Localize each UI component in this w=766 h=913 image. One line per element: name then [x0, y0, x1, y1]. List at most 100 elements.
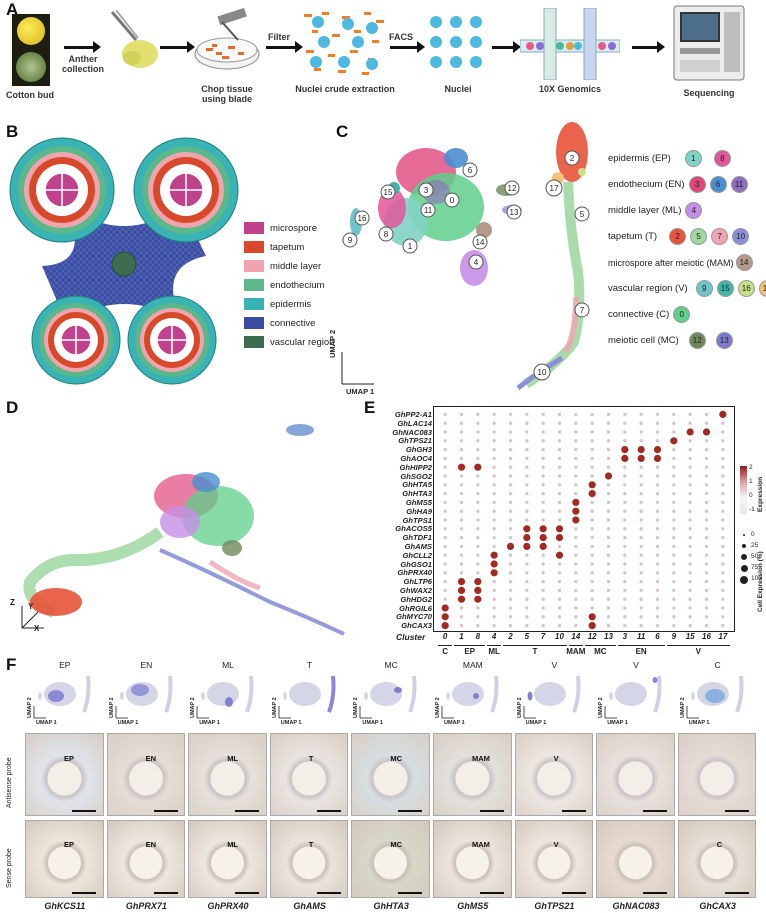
- dot-mark: [508, 465, 513, 469]
- dot-mark: [704, 509, 709, 513]
- dot-mark: [623, 518, 627, 522]
- dot-mark: [704, 544, 709, 549]
- size-legend: 0 25 50 75 100: [740, 531, 765, 598]
- dot-mark: [541, 439, 545, 443]
- dot-mark: [557, 474, 562, 478]
- dot-mark: [639, 474, 643, 478]
- dot-mark: [702, 428, 711, 436]
- umap-label-11: 11: [420, 202, 436, 218]
- dot-mark: [508, 588, 513, 593]
- dot-mark: [606, 597, 611, 601]
- scale-bar: [153, 892, 178, 894]
- cluster-tick: 0: [442, 632, 448, 641]
- dot-mark: [672, 509, 676, 513]
- f-gene-label: GhHTA3: [373, 901, 409, 911]
- dot-mark: [459, 535, 464, 540]
- dot-mark: [459, 518, 464, 522]
- dot-mark: [459, 553, 464, 557]
- dot-mark: [655, 535, 660, 540]
- dot-mark: [525, 430, 529, 434]
- dot-mark: [476, 535, 480, 540]
- gene-label: GhCAX3: [401, 621, 432, 631]
- dot-mark: [688, 518, 692, 522]
- dot-mark: [672, 483, 676, 487]
- axis-y-label: Y: [28, 602, 34, 611]
- dot-mark: [541, 597, 545, 601]
- scale-bar: [72, 892, 96, 894]
- dot-mark: [459, 623, 464, 628]
- dot-mark: [508, 553, 513, 557]
- dot-mark: [474, 595, 482, 603]
- svg-text:11: 11: [424, 206, 433, 215]
- dot-mark: [655, 623, 660, 628]
- umap-label-5: 5: [574, 206, 590, 222]
- dot-mark: [541, 465, 545, 469]
- dot-mark: [557, 465, 562, 469]
- dot-mark: [655, 421, 660, 425]
- dot-mark: [606, 500, 611, 505]
- antisense-micrograph: [514, 733, 594, 816]
- f-gene-label: GhMS5: [457, 901, 489, 911]
- dot-mark: [704, 623, 709, 628]
- step-cotton-bud: Cotton bud: [6, 90, 54, 100]
- dot-mark: [476, 623, 480, 628]
- dot-mark: [443, 500, 447, 505]
- dot-mark: [525, 597, 529, 601]
- svg-text:6: 6: [468, 166, 473, 175]
- dot-mark: [508, 535, 513, 540]
- gene-label: GhWAX2: [399, 586, 432, 595]
- dot-mark: [459, 412, 464, 417]
- dot-mark: [606, 553, 611, 557]
- panel-letter-f: F: [6, 655, 17, 674]
- dot-mark: [639, 544, 643, 549]
- dot-mark: [672, 412, 676, 417]
- dot-mark: [655, 412, 660, 417]
- dot-mark: [574, 579, 578, 584]
- scale-bar: [398, 892, 423, 894]
- celltype-mam: microspore after meiotic (MAM) 14: [608, 254, 753, 271]
- dot-mark: [443, 527, 447, 531]
- dot-mark: [572, 507, 580, 515]
- dot-mark: [704, 527, 709, 531]
- gene-label: GhHDG2: [400, 594, 432, 604]
- gene-label: GhHTA3: [402, 489, 432, 499]
- sense-micrograph: [433, 820, 512, 898]
- f-gene-label: GhCAX3: [699, 901, 736, 911]
- dot-mark: [508, 447, 513, 452]
- cluster-tick: 12: [587, 632, 597, 641]
- dot-mark: [492, 509, 496, 513]
- scale-bar: [235, 810, 260, 812]
- legend-item-microspore: microspore: [244, 222, 317, 234]
- dot-mark: [541, 430, 545, 434]
- dot-mark: [574, 571, 578, 575]
- dot-mark: [590, 606, 594, 610]
- dot-mark: [541, 615, 545, 619]
- nuclei-crude-extraction-icon: [304, 12, 384, 75]
- dot-mark: [539, 534, 547, 542]
- mini-umap: [33, 675, 91, 719]
- dot-mark: [541, 483, 545, 487]
- dot-mark: [672, 447, 676, 452]
- dot-mark: [557, 456, 562, 461]
- dot-mark: [721, 623, 725, 628]
- dot-mark: [443, 474, 447, 478]
- umap-label-1: 1: [402, 238, 418, 254]
- dot-mark: [506, 542, 515, 550]
- antisense-label: T: [308, 754, 314, 763]
- svg-text:13: 13: [510, 208, 519, 217]
- dot-mark: [672, 474, 676, 478]
- dot-mark: [704, 439, 709, 443]
- dot-mark: [443, 509, 447, 513]
- dot-mark: [704, 465, 709, 469]
- dot-mark: [704, 535, 709, 540]
- svg-text:14: 14: [476, 238, 485, 247]
- dot-mark: [688, 571, 692, 575]
- dot-mark: [590, 535, 594, 540]
- dot-mark: [474, 586, 482, 594]
- dot-mark: [476, 447, 480, 452]
- dot-mark: [623, 579, 627, 584]
- dot-mark: [459, 615, 464, 619]
- dot-mark: [525, 579, 529, 584]
- step-anther-collection: Anther collection: [61, 54, 104, 74]
- celltype-t: tapetum (T) 2 5 7 10: [608, 228, 750, 245]
